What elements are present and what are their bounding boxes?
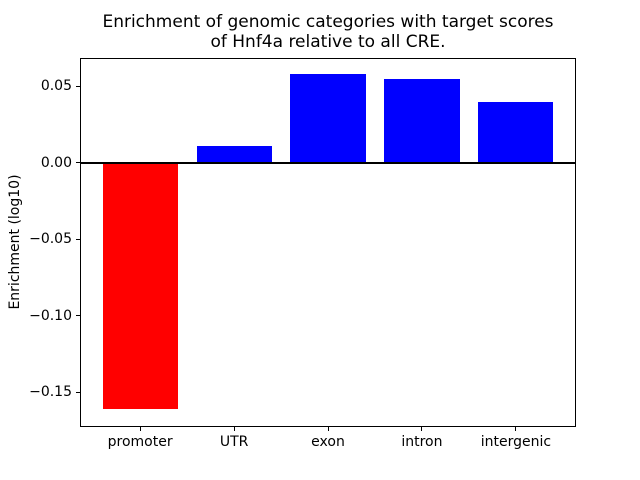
y-tick-mark bbox=[76, 238, 80, 240]
y-tick-label: 0.05 bbox=[40, 78, 72, 95]
y-tick-label: −0.05 bbox=[29, 231, 72, 248]
x-tick-mark bbox=[327, 427, 329, 431]
x-tick-label-exon: exon bbox=[311, 434, 345, 450]
bar-exon bbox=[290, 74, 366, 163]
bar-UTR bbox=[196, 146, 272, 163]
zero-line bbox=[80, 161, 576, 164]
y-tick-mark bbox=[76, 85, 80, 87]
y-tick-label: −0.15 bbox=[29, 384, 72, 401]
y-tick-mark bbox=[76, 391, 80, 393]
y-tick-label: −0.10 bbox=[29, 307, 72, 324]
x-tick-mark bbox=[421, 427, 423, 431]
x-tick-mark bbox=[233, 427, 235, 431]
chart-title: Enrichment of genomic categories with ta… bbox=[80, 12, 576, 52]
chart-title-line2: of Hnf4a relative to all CRE. bbox=[210, 32, 446, 52]
x-tick-mark bbox=[515, 427, 517, 431]
y-tick-mark bbox=[76, 315, 80, 317]
x-tick-label-UTR: UTR bbox=[219, 434, 249, 450]
x-tick-label-intergenic: intergenic bbox=[480, 434, 552, 450]
x-tick-label-promoter: promoter bbox=[107, 434, 173, 450]
x-tick-label-intron: intron bbox=[401, 434, 443, 450]
chart-title-line1: Enrichment of genomic categories with ta… bbox=[102, 12, 554, 32]
y-tick-label: 0.00 bbox=[40, 154, 72, 171]
bar-intergenic bbox=[478, 101, 554, 163]
bar-intron bbox=[384, 78, 460, 163]
y-tick-mark bbox=[76, 162, 80, 164]
bar-promoter bbox=[102, 162, 178, 409]
x-tick-mark bbox=[139, 427, 141, 431]
